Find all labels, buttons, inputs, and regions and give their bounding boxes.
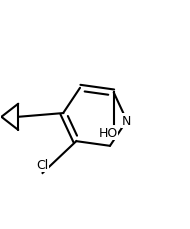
- Text: N: N: [122, 114, 131, 128]
- Text: Cl: Cl: [36, 158, 49, 171]
- Text: HO: HO: [98, 127, 118, 139]
